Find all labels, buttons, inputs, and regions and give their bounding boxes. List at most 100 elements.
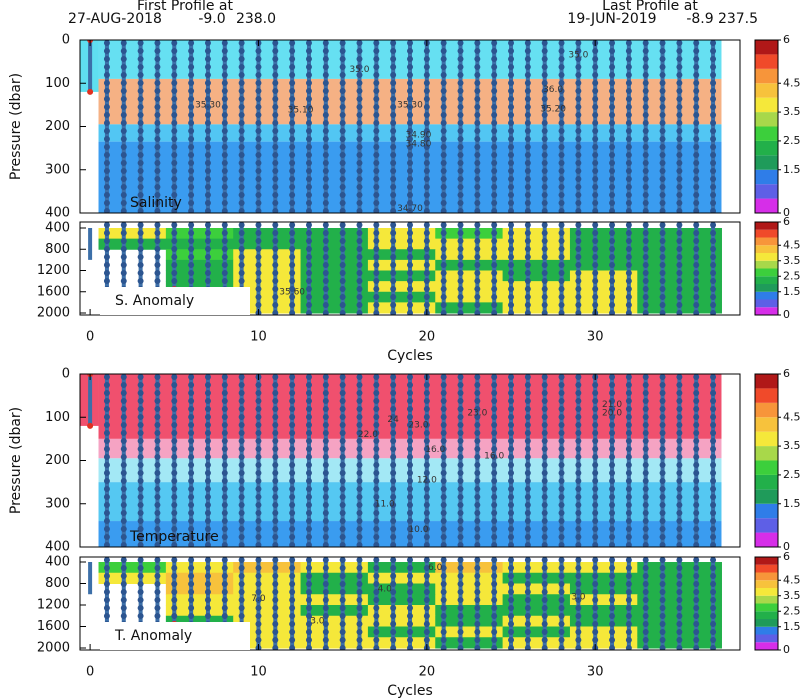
colorbar-label: 1.5 (783, 163, 800, 176)
grid-cell (233, 249, 302, 261)
grid-cell (435, 228, 504, 240)
grid-cell (569, 615, 638, 627)
colorbar-label: 0 (783, 540, 790, 553)
grid-cell (165, 249, 234, 261)
last-date: 19-JUN-2019 (567, 11, 656, 27)
x-tick-label: 10 (250, 665, 267, 680)
panel-label: T. Anomaly (114, 628, 192, 644)
colorbar-segment (755, 126, 778, 141)
first-title: First Profile at (137, 0, 233, 14)
colorbar-label: 6 (783, 33, 790, 46)
y-tick-label: 800 (45, 242, 70, 257)
grid-cell (367, 302, 436, 314)
grid-cell (300, 605, 369, 617)
frame (79, 221, 741, 316)
grid-cell (165, 615, 234, 627)
grid-cell (435, 615, 504, 627)
grid-cell (367, 238, 436, 250)
grid-cell (502, 562, 571, 574)
colorbar-frame (754, 373, 779, 548)
grid-cell (300, 259, 369, 271)
colorbar-label: 3.5 (783, 254, 800, 267)
colorbar-segment (755, 68, 778, 84)
colorbar-segment (755, 184, 778, 199)
contour-label: 24 (387, 415, 399, 425)
grid-cell (569, 270, 638, 282)
grid-cell (233, 615, 302, 627)
y-tick-label: 0 (62, 367, 70, 382)
colorbar-segment (755, 140, 778, 156)
grid-cell (233, 637, 302, 649)
grid-cell (367, 637, 436, 649)
grid-cell (233, 259, 302, 271)
grid-cell (233, 228, 302, 240)
last-lon: 237.5 (718, 11, 758, 27)
colorbar-segment (755, 642, 778, 650)
colorbar-label: 4.5 (783, 238, 800, 251)
colorbar-segment (755, 253, 778, 261)
grid-cell (569, 605, 638, 617)
y-tick-label: 1200 (37, 598, 70, 613)
y-tick-label: 1600 (37, 284, 70, 299)
colorbar-segment (755, 503, 778, 519)
y-axis-label: Pressure (dbar) (8, 73, 24, 180)
grid-cell (300, 637, 369, 649)
contour-label: 4.0 (378, 584, 393, 594)
first-lon: 238.0 (236, 11, 276, 27)
grid-cell (98, 228, 167, 240)
colorbar-segment (755, 580, 778, 588)
grid-cell (300, 615, 369, 627)
last-lat: -8.9 (686, 11, 713, 27)
colorbar-frame (754, 556, 779, 651)
contour-label: 35.10 (288, 106, 314, 116)
grid-cell (367, 228, 436, 240)
grid-cell (300, 594, 369, 606)
colorbar-segment (755, 619, 778, 627)
grid-cell (435, 249, 504, 261)
contour-label: 3.0 (571, 592, 586, 602)
grid-cell (502, 238, 571, 250)
y-tick-label: 200 (45, 453, 70, 468)
contour-label: 35.60 (279, 287, 305, 297)
grid-cell (502, 572, 571, 584)
grid-cell (435, 562, 504, 574)
grid-cell (233, 238, 302, 250)
colorbar-label: 0 (783, 206, 790, 219)
grid-cell (502, 228, 571, 240)
x-tick-label: 20 (419, 665, 436, 680)
grid-cell (98, 572, 167, 584)
grid-cell (367, 270, 436, 282)
grid-cell (300, 249, 369, 261)
grid-cell (300, 228, 369, 240)
grid-cell (502, 291, 571, 303)
contour-label: 22.0 (358, 430, 378, 440)
grid-cell (367, 281, 436, 293)
grid-cell (569, 637, 638, 649)
grid-cell (300, 270, 369, 282)
first-lat: -9.0 (198, 11, 225, 27)
grid-cell (435, 238, 504, 250)
grid-cell (435, 572, 504, 584)
grid-cell (367, 605, 436, 617)
colorbar-label: 0 (783, 643, 790, 656)
contour-label: 35.30 (397, 100, 423, 110)
contour-label: 21.0 (602, 400, 622, 410)
colorbar-segment (755, 97, 778, 113)
colorbar-label: 1.5 (783, 497, 800, 510)
grid-cell (233, 302, 302, 314)
x-axis-label: Cycles (387, 683, 433, 699)
colorbar-segment (755, 588, 778, 596)
grid-cell (569, 594, 638, 606)
grid-cell (367, 249, 436, 261)
grid-cell (435, 302, 504, 314)
grid-cell (502, 302, 571, 314)
colorbar-segment (755, 299, 778, 308)
x-axis-label: Cycles (387, 348, 433, 364)
plot-area: 7.0 6.0 4.0 3.0 3.0 (88, 557, 722, 650)
y-axis-label: Pressure (dbar) (8, 407, 24, 514)
grid-cell (569, 238, 638, 250)
colorbar-segment (755, 229, 778, 238)
plot-area: 35.60 (88, 222, 722, 315)
